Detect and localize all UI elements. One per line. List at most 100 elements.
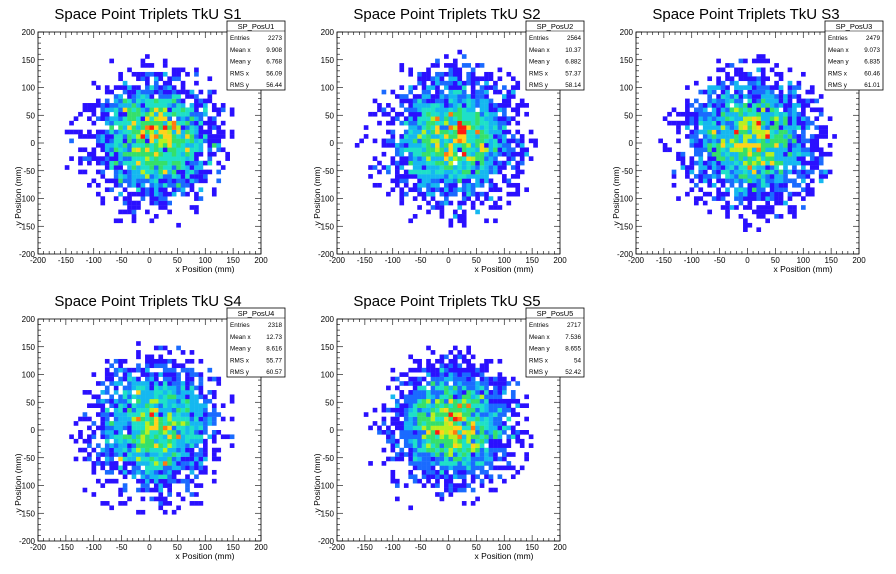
histogram-cell — [444, 376, 449, 382]
histogram-cell — [493, 465, 498, 471]
x-tick-label: 0 — [446, 256, 451, 265]
histogram-cell — [444, 372, 449, 377]
histogram-cell — [176, 129, 181, 135]
histogram-cell — [452, 151, 458, 157]
histogram-cell — [140, 483, 146, 488]
stats-label: Mean x — [529, 334, 551, 341]
histogram-cell — [100, 412, 106, 417]
histogram-cell — [131, 134, 137, 139]
histogram-cell — [87, 129, 92, 135]
histogram-cell — [417, 376, 422, 382]
histogram-cell — [171, 478, 177, 484]
histogram-cell — [176, 412, 181, 417]
histogram-cell — [131, 403, 137, 408]
histogram-cell — [136, 394, 141, 400]
histogram-cell — [792, 125, 797, 130]
histogram-cell — [818, 147, 824, 153]
histogram-cell — [448, 416, 454, 422]
histogram-cell — [122, 160, 128, 166]
histogram-cell — [466, 358, 471, 364]
histogram-cell — [189, 390, 195, 395]
histogram-cell — [448, 425, 454, 431]
histogram-cell — [792, 120, 797, 126]
histogram-cell — [769, 187, 775, 193]
pad-s5: Space Point Triplets TkU S5 -200 -150 -100-… — [299, 287, 597, 574]
histogram-cell — [475, 63, 480, 68]
histogram-cell — [475, 403, 480, 408]
histogram-cell — [778, 89, 784, 95]
histogram-cell — [185, 165, 190, 170]
histogram-cell — [363, 134, 369, 139]
histogram-cell — [470, 125, 476, 130]
histogram-cell — [720, 107, 726, 113]
histogram-cell — [493, 120, 498, 126]
histogram-cell — [176, 134, 181, 139]
histogram-cell — [493, 390, 498, 395]
histogram-cell — [488, 120, 494, 126]
histogram-cell — [118, 134, 123, 139]
histogram-cell — [430, 165, 436, 170]
histogram-cell — [171, 363, 177, 369]
histogram-cell — [716, 129, 721, 135]
histogram-cell — [171, 416, 177, 422]
histogram-cell — [439, 398, 445, 404]
histogram-cell — [162, 430, 168, 435]
histogram-cell — [171, 447, 177, 453]
histogram-cell — [769, 103, 775, 108]
histogram-cell — [470, 76, 476, 82]
histogram-cell — [519, 430, 525, 435]
histogram-cell — [756, 182, 762, 188]
histogram-cell — [493, 116, 498, 121]
histogram-cell — [100, 398, 106, 404]
histogram-cell — [801, 111, 806, 117]
histogram-cell — [136, 200, 141, 206]
histogram-cell — [171, 156, 177, 161]
histogram-cell — [91, 465, 97, 471]
histogram-cell — [774, 94, 779, 99]
histogram-cell — [122, 394, 128, 400]
histogram-cell — [426, 182, 431, 188]
histogram-cell — [95, 143, 101, 148]
histogram-cell — [140, 156, 146, 161]
histogram-cell — [158, 147, 164, 153]
histogram-cell — [194, 492, 199, 497]
histogram-cell — [412, 143, 418, 148]
histogram-cell — [176, 107, 181, 113]
histogram-cell — [693, 200, 699, 206]
histogram-cell — [524, 111, 529, 117]
histogram-cell — [466, 80, 471, 86]
histogram-cell — [725, 103, 730, 108]
histogram-cell — [153, 116, 159, 121]
histogram-cell — [412, 98, 418, 104]
histogram-cell — [167, 76, 172, 82]
histogram-cell — [194, 143, 199, 148]
histogram-cell — [484, 474, 489, 480]
histogram-cell — [466, 403, 471, 408]
histogram-cell — [452, 129, 458, 135]
histogram-cell — [452, 182, 458, 188]
histogram-cell — [162, 174, 168, 179]
histogram-cell — [118, 430, 123, 435]
histogram-cell — [470, 456, 476, 462]
histogram-cell — [127, 412, 132, 417]
histogram-cell — [417, 107, 422, 113]
histogram-cell — [479, 200, 485, 206]
histogram-cell — [180, 125, 186, 130]
histogram-cell — [461, 398, 467, 404]
histogram-cell — [796, 174, 802, 179]
histogram-cell — [417, 138, 422, 144]
histogram-cell — [787, 191, 793, 197]
histogram-cell — [412, 169, 418, 175]
histogram-cell — [171, 430, 177, 435]
histogram-svg: Space Point Triplets TkU S5-200 -150 -100-… — [312, 293, 585, 561]
histogram-cell — [185, 398, 190, 404]
histogram-cell — [457, 354, 463, 360]
histogram-cell — [439, 412, 445, 417]
histogram-cell — [452, 354, 458, 360]
histogram-cell — [403, 430, 409, 435]
histogram-cell — [430, 98, 436, 104]
histogram-cell — [136, 85, 141, 90]
histogram-cell — [122, 178, 128, 184]
histogram-cell — [769, 209, 775, 215]
histogram-cell — [435, 376, 440, 382]
